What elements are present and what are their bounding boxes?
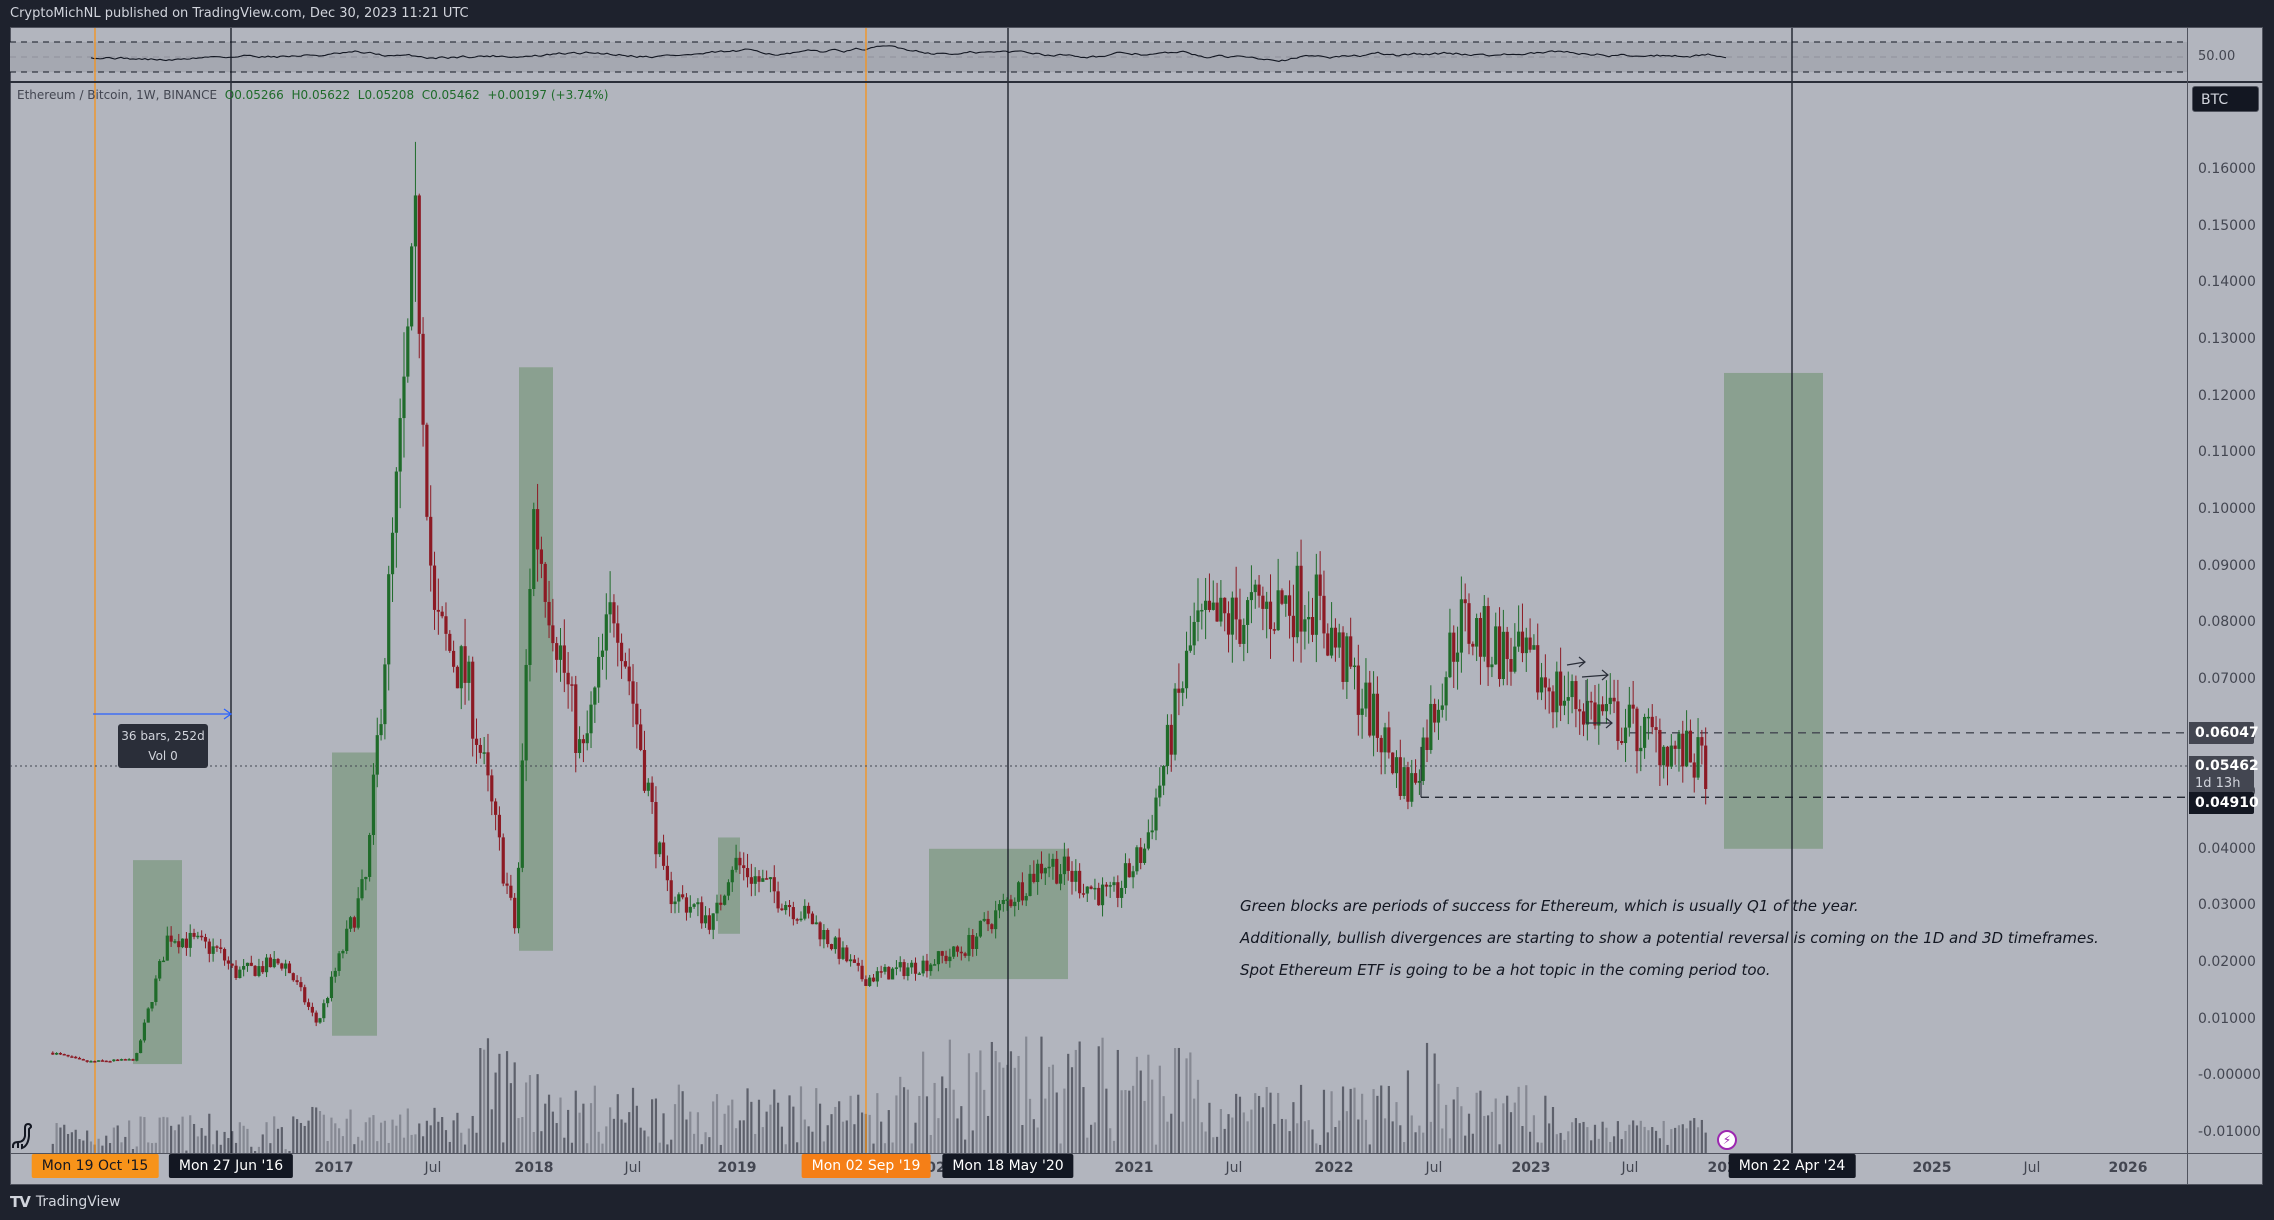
last-price-value: 0.05462: [2195, 758, 2259, 774]
highlight-blocks: [133, 367, 1823, 1065]
currency-button[interactable]: BTC: [2192, 86, 2259, 112]
measure-tooltip: 36 bars, 252d Vol 0: [118, 724, 208, 768]
highlight-block: [133, 860, 182, 1065]
price-tick: 0.13000: [2198, 330, 2256, 347]
time-tick: 2017: [314, 1160, 354, 1176]
price-tick: 0.16000: [2198, 161, 2256, 177]
ohlc-low: L0.05208: [357, 88, 415, 102]
price-tick: 0.04000: [2198, 840, 2256, 857]
measure-bars: 36 bars, 252d: [121, 729, 205, 743]
ohlc-close: C0.05462: [421, 88, 480, 102]
price-tick: 0.14000: [2198, 274, 2256, 291]
rsi-level-label: 50.00: [2198, 49, 2236, 64]
time-tick: Jul: [624, 1160, 642, 1176]
vertical-line-label: Mon 22 Apr '24: [1728, 1154, 1856, 1178]
time-tick: 2021: [1114, 1160, 1154, 1176]
symbol-name[interactable]: Ethereum / Bitcoin, 1W, BINANCE: [17, 88, 218, 102]
time-tick: Jul: [1621, 1160, 1639, 1176]
time-tick: 2025: [1912, 1160, 1952, 1176]
price-tick: -0.00000: [2198, 1067, 2261, 1084]
price-tick: 0.09000: [2198, 557, 2256, 574]
vertical-line-label: Mon 02 Sep '19: [801, 1154, 931, 1178]
footer-brand[interactable]: TradingView: [35, 1194, 121, 1210]
time-tick: Jul: [1225, 1160, 1243, 1176]
vertical-line-label: Mon 19 Oct '15: [31, 1154, 159, 1178]
time-tick: Jul: [2023, 1160, 2041, 1176]
time-tick: 2026: [2108, 1160, 2148, 1176]
publisher-header: CryptoMichNL published on TradingView.co…: [10, 6, 469, 21]
symbol-legend: Ethereum / Bitcoin, 1W, BINANCE O0.05266…: [17, 88, 608, 102]
annotation-note-3[interactable]: Spot Ethereum ETF is going to be a hot t…: [1240, 961, 1771, 979]
volume-bars: [51, 1036, 1707, 1153]
highlight-block: [519, 367, 553, 951]
price-tick: 0.15000: [2198, 217, 2256, 234]
time-tick: 2023: [1511, 1160, 1551, 1176]
time-tick: 2022: [1314, 1160, 1354, 1176]
tradingview-logo-icon: TV: [10, 1193, 31, 1211]
time-tick: Jul: [1425, 1160, 1443, 1176]
dino-icon[interactable]: [10, 1122, 33, 1150]
price-tick: 0.01000: [2198, 1010, 2256, 1027]
drawings: [93, 656, 1613, 729]
time-tick: 2019: [717, 1160, 757, 1176]
time-tick: Jul: [424, 1160, 442, 1176]
resistance-price-label: 0.06047: [2189, 722, 2259, 744]
annotation-note-1[interactable]: Green blocks are periods of success for …: [1240, 897, 1859, 915]
price-tick: 0.10000: [2198, 500, 2256, 517]
horizontal-levels: [10, 732, 2187, 798]
vertical-line-label: Mon 18 May '20: [942, 1154, 1074, 1178]
ohlc-change: +0.00197 (+3.74%): [487, 88, 609, 102]
price-tick: -0.01000: [2198, 1124, 2261, 1141]
highlight-block: [332, 752, 377, 1036]
price-tick: 0.07000: [2198, 670, 2256, 687]
price-tick: 0.08000: [2198, 614, 2256, 631]
rsi-pane: [10, 41, 2187, 73]
measure-volume: Vol 0: [148, 749, 178, 763]
price-axis-border: [2187, 27, 2188, 1185]
time-tick: 2018: [514, 1160, 554, 1176]
price-tick: 0.12000: [2198, 387, 2256, 404]
ohlc-open: O0.05266: [224, 88, 284, 102]
bar-countdown: 1d 13h: [2195, 776, 2241, 791]
candlesticks: [51, 141, 1708, 1063]
chart-frame: [10, 27, 2263, 1185]
last-price-label: 0.05462 1d 13h: [2189, 756, 2259, 792]
time-axis-border: [10, 1153, 2263, 1154]
lightning-event-icon[interactable]: ⚡: [1717, 1130, 1737, 1150]
ohlc-high: H0.05622: [291, 88, 351, 102]
support-price-label: 0.04910: [2189, 792, 2259, 814]
vertical-line-label: Mon 27 Jun '16: [168, 1154, 294, 1178]
pane-divider[interactable]: [10, 81, 2263, 83]
annotation-note-2[interactable]: Additionally, bullish divergences are st…: [1240, 929, 2099, 947]
price-tick: 0.11000: [2198, 444, 2256, 461]
highlight-block: [1724, 372, 1823, 849]
price-tick: 0.03000: [2198, 897, 2256, 914]
footer: TV TradingView: [10, 1193, 120, 1211]
price-tick: 0.02000: [2198, 954, 2256, 971]
